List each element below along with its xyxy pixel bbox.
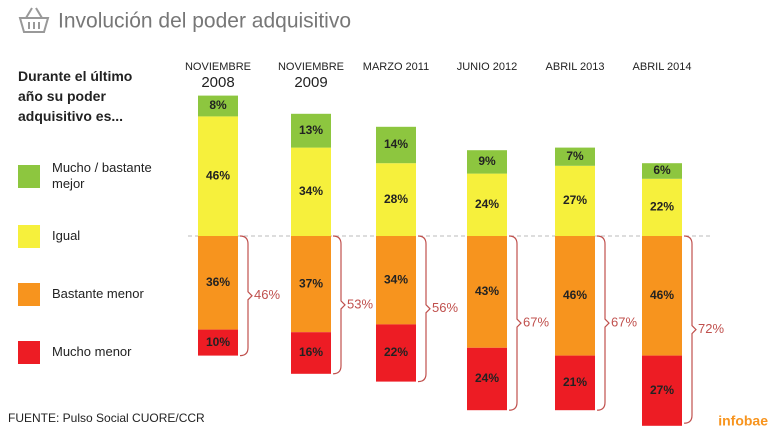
bar-segment (291, 236, 331, 333)
x-tick-label: JUNIO 2012 (456, 61, 518, 73)
bar-segment (291, 332, 331, 374)
basket-icon (18, 7, 50, 33)
bar-segment (642, 178, 682, 236)
bar-segment (198, 329, 238, 356)
bar-segment (467, 150, 507, 174)
legend-label: Igual (52, 228, 81, 243)
bar-segment (467, 173, 507, 236)
brand: infobae (718, 413, 768, 429)
legend-swatch (18, 165, 40, 188)
value-label: 27% (650, 383, 674, 397)
bracket-label: 56% (432, 300, 458, 315)
value-label: 10% (206, 335, 230, 349)
bar-segment (376, 324, 416, 382)
value-label: 21% (563, 375, 587, 389)
bar-segment (291, 147, 331, 236)
x-tick-label: NOVIEMBRE 2009 (277, 61, 344, 91)
value-label: 34% (299, 184, 323, 198)
bar-segment (376, 126, 416, 164)
bracket (596, 235, 610, 411)
value-label: 7% (566, 149, 584, 163)
bar-segment (642, 163, 682, 179)
value-label: 27% (563, 193, 587, 207)
value-label: 22% (384, 345, 408, 359)
value-label: 9% (478, 154, 496, 168)
bracket (332, 235, 346, 375)
x-tick-label: NOVIEMBRE 2008 (184, 61, 251, 91)
value-label: 6% (653, 163, 671, 177)
bar-segment (198, 116, 238, 236)
legend-swatch (18, 225, 40, 248)
bar-segment (555, 147, 595, 166)
value-label: 16% (299, 345, 323, 359)
bar-segment (642, 236, 682, 356)
value-label: 28% (384, 192, 408, 206)
chart-title: Involución del poder adquisitivo (58, 10, 351, 33)
legend-label: Bastante menor (52, 286, 144, 301)
bracket-label: 67% (611, 315, 637, 330)
value-label: 22% (650, 200, 674, 214)
x-tick-label: ABRIL 2014 (632, 61, 692, 73)
value-label: 14% (384, 137, 408, 151)
value-label: 36% (206, 275, 230, 289)
bracket-label: 67% (523, 315, 549, 330)
value-label: 46% (206, 168, 230, 182)
value-label: 46% (563, 288, 587, 302)
x-tick-label: ABRIL 2013 (545, 61, 605, 73)
source: FUENTE: Pulso Social CUORE/CCR (8, 411, 205, 425)
x-tick-label: MARZO 2011 (362, 61, 430, 73)
legend-swatch (18, 341, 40, 364)
value-label: 13% (299, 123, 323, 137)
value-label: 43% (475, 284, 499, 298)
bar-segment (642, 355, 682, 426)
value-label: 24% (475, 197, 499, 211)
bar-segment (291, 113, 331, 148)
bar-segment (376, 236, 416, 325)
legend-label: Mucho / bastante mejor (52, 160, 152, 191)
bar-segment (467, 236, 507, 348)
bracket (683, 235, 697, 424)
bar-segment (467, 347, 507, 411)
legend-swatch (18, 283, 40, 306)
value-label: 24% (475, 371, 499, 385)
value-label: 8% (209, 98, 227, 112)
legend-title: Durante el último año su poder adquisiti… (18, 68, 133, 124)
bar-segment (198, 95, 238, 117)
bracket-label: 72% (698, 321, 724, 336)
bar-segment (555, 355, 595, 411)
bracket (508, 235, 522, 411)
value-label: 37% (299, 276, 323, 290)
bar-segment (198, 236, 238, 330)
legend-label: Mucho menor (52, 344, 132, 359)
bar-segment (555, 165, 595, 236)
value-label: 46% (650, 288, 674, 302)
bar-segment (376, 163, 416, 236)
bar-segment (555, 236, 595, 356)
bracket (417, 235, 431, 383)
bracket-label: 46% (254, 287, 280, 302)
bracket-label: 53% (347, 296, 373, 311)
value-label: 34% (384, 272, 408, 286)
bracket (239, 235, 253, 357)
